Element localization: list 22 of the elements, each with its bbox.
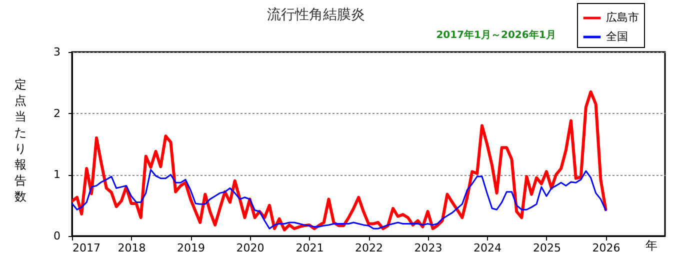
y-axis-title: 定点当たり報告数 — [14, 78, 26, 204]
line-series — [72, 169, 606, 230]
line-series — [72, 90, 608, 232]
x-tick-label: 2025 — [532, 242, 561, 254]
x-tick-label: 2019 — [177, 242, 206, 254]
y-tick-label: 1 — [54, 168, 60, 182]
x-axis-title: 年 — [646, 238, 658, 252]
x-tick-label: 2026 — [592, 242, 620, 254]
legend-label: 広島市 — [606, 11, 639, 24]
x-tick-label: 2018 — [118, 242, 146, 254]
chart-title: 流行性角結膜炎 — [267, 7, 365, 23]
x-tick-label: 2022 — [355, 242, 383, 254]
legend-label: 全国 — [606, 30, 628, 43]
y-tick-label: 3 — [54, 46, 60, 58]
x-tick-label: 2023 — [414, 242, 442, 254]
x-tick-label: 2017 — [72, 242, 100, 254]
x-tick-label: 2024 — [474, 242, 502, 254]
y-tick-label: 2 — [54, 106, 60, 120]
x-tick-label: 2021 — [296, 242, 324, 254]
y-tick-label: 0 — [54, 230, 60, 242]
x-tick-label: 2020 — [236, 242, 264, 254]
chart-subtitle: 2017年1月～2026年1月 — [436, 29, 556, 41]
